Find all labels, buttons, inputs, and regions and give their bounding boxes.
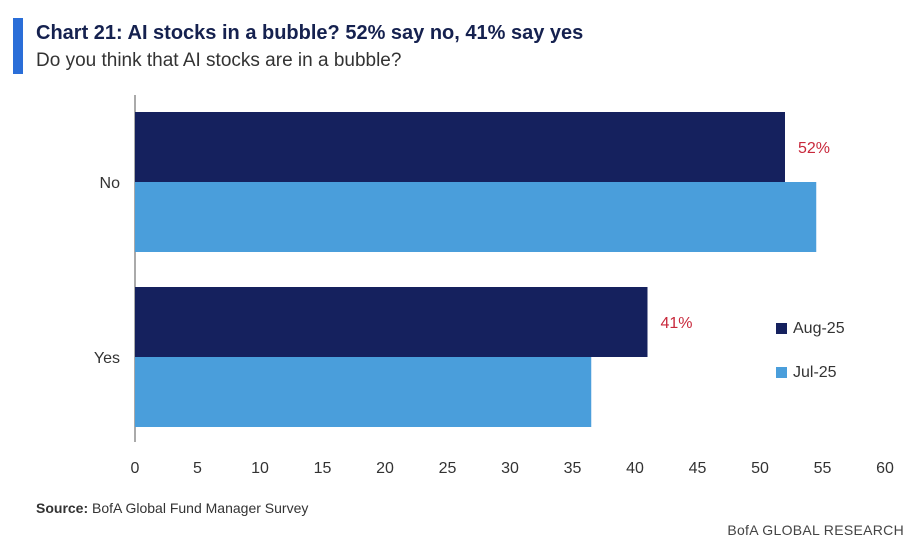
- legend-swatch-aug-25: [776, 323, 787, 334]
- chart-title: Chart 21: AI stocks in a bubble? 52% say…: [36, 22, 584, 44]
- x-tick-60: 60: [876, 460, 894, 477]
- x-axis-ticks: 0 5 10 15 20 25 30 35 40 45 50 55 60: [131, 460, 894, 477]
- x-tick-40: 40: [626, 460, 644, 477]
- category-label-yes: Yes: [94, 350, 120, 367]
- legend-label-aug-25: Aug-25: [793, 320, 845, 337]
- x-tick-50: 50: [751, 460, 769, 477]
- data-label-yes: 41%: [661, 315, 693, 332]
- x-tick-15: 15: [314, 460, 332, 477]
- x-tick-10: 10: [251, 460, 269, 477]
- brand-label: BofA GLOBAL RESEARCH: [727, 522, 904, 538]
- source-note: Source: BofA Global Fund Manager Survey: [36, 500, 308, 516]
- x-tick-20: 20: [376, 460, 394, 477]
- data-labels: 52% 41%: [661, 140, 831, 332]
- legend-swatch-jul-25: [776, 367, 787, 378]
- bars: [135, 112, 817, 427]
- x-tick-30: 30: [501, 460, 519, 477]
- data-label-no: 52%: [798, 140, 830, 157]
- bar-aug-25-yes: [135, 287, 648, 357]
- legend: Aug-25 Jul-25: [776, 320, 845, 381]
- chart-subtitle: Do you think that AI stocks are in a bub…: [36, 50, 402, 71]
- category-label-no: No: [100, 175, 121, 192]
- category-labels: No Yes: [94, 175, 120, 367]
- bar-jul-25-no: [135, 182, 817, 252]
- bar-aug-25-no: [135, 112, 785, 182]
- x-tick-25: 25: [439, 460, 457, 477]
- accent-bar: [13, 18, 23, 74]
- x-tick-55: 55: [814, 460, 832, 477]
- source-text: BofA Global Fund Manager Survey: [92, 500, 309, 516]
- legend-label-jul-25: Jul-25: [793, 364, 837, 381]
- source-label: Source:: [36, 500, 89, 516]
- x-tick-45: 45: [689, 460, 707, 477]
- x-tick-5: 5: [193, 460, 202, 477]
- x-tick-0: 0: [131, 460, 140, 477]
- x-tick-35: 35: [564, 460, 582, 477]
- bar-jul-25-yes: [135, 357, 592, 427]
